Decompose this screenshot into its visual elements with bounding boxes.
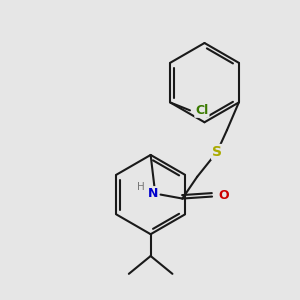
Text: S: S	[212, 145, 222, 159]
Text: Cl: Cl	[195, 104, 208, 117]
Text: O: O	[219, 189, 229, 202]
Text: H: H	[137, 182, 145, 192]
Text: N: N	[147, 187, 158, 200]
